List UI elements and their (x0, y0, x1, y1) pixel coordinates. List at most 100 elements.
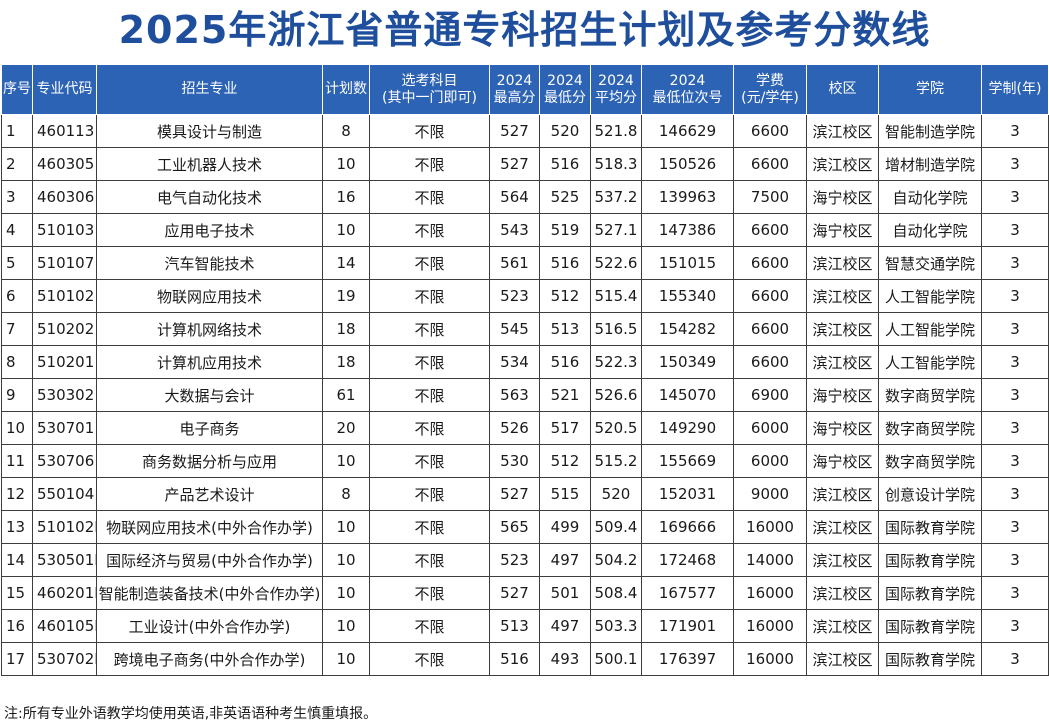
cell-major: 国际经济与贸易(中外合作办学) (96, 543, 323, 577)
header-major: 招生专业 (96, 64, 323, 115)
cell-campus: 滨江校区 (806, 312, 879, 346)
cell-seq: 9 (1, 378, 33, 412)
cell-seq: 4 (1, 213, 33, 247)
cell-seq: 5 (1, 246, 33, 280)
cell-college: 国际教育学院 (878, 576, 982, 610)
table-row: 1 460113 模具设计与制造 8 不限 527 520 521.8 146629 6600 滨江… (1, 114, 1049, 148)
cell-major-code: 550104 (32, 477, 97, 511)
cell-duration: 3 (981, 543, 1049, 577)
cell-duration: 3 (981, 312, 1049, 346)
table-row: 13510102H物联网应用技术(中外合作办学)10不限565499509.41… (1, 510, 1049, 544)
cell-duration: 3 (981, 411, 1049, 445)
cell-major: 商务数据分析与应用 (96, 444, 323, 478)
cell-college: 智能制造学院 (878, 114, 982, 148)
cell-min-rank: 145070 (641, 378, 734, 412)
cell-min-score: 497 (539, 609, 591, 643)
header-text: 最低分 (544, 89, 586, 106)
cell-campus: 滨江校区 (806, 609, 879, 643)
cell-min-rank: 149290 (641, 411, 734, 445)
cell-min-score: 525 (539, 180, 591, 214)
table-row: 17530702H跨境电子商务(中外合作办学)10不限516493500.117… (1, 642, 1049, 676)
cell-plan-count: 8 (322, 477, 370, 511)
cell-min-score: 515 (539, 477, 591, 511)
cell-major: 跨境电子商务(中外合作办学) (96, 642, 323, 676)
cell-max-score: 526 (489, 411, 540, 445)
cell-tuition: 6600 (733, 114, 807, 148)
cell-plan-count: 10 (322, 213, 370, 247)
cell-duration: 3 (981, 378, 1049, 412)
page-title: 2025年浙江省普通专科招生计划及参考分数线 (118, 8, 931, 52)
header-text: 选考科目 (401, 72, 458, 89)
cell-plan-count: 8 (322, 114, 370, 148)
cell-avg-score: 520 (590, 477, 642, 511)
cell-college: 数字商贸学院 (878, 444, 982, 478)
cell-subject-req: 不限 (369, 312, 490, 346)
cell-tuition: 16000 (733, 510, 807, 544)
cell-subject-req: 不限 (369, 609, 490, 643)
cell-min-score: 512 (539, 279, 591, 313)
cell-seq: 13 (1, 510, 33, 544)
cell-min-rank: 150526 (641, 147, 734, 181)
cell-campus: 滨江校区 (806, 114, 879, 148)
cell-subject-req: 不限 (369, 114, 490, 148)
cell-major: 大数据与会计 (96, 378, 323, 412)
table-row: 3 460306 电气自动化技术 16 不限 564 525 537.2 139963 7500 海… (1, 180, 1049, 214)
cell-major-code: 460201H (32, 576, 97, 610)
cell-min-score: 513 (539, 312, 591, 346)
header-text: (其中一门即可) (382, 89, 477, 106)
table-row: 7 510202 计算机网络技术 18 不限 545 513 516.5 154282 6600 滨… (1, 312, 1049, 346)
header-text: 学制(年) (988, 81, 1042, 97)
header-max-score: 2024 最高分 (489, 64, 540, 115)
cell-subject-req: 不限 (369, 477, 490, 511)
cell-major-code: 530501H (32, 543, 97, 577)
header-duration: 学制(年) (981, 64, 1049, 115)
table-row: 15460201H智能制造装备技术(中外合作办学)10不限527501508.4… (1, 576, 1049, 610)
cell-tuition: 6600 (733, 312, 807, 346)
cell-min-score: 519 (539, 213, 591, 247)
cell-seq: 11 (1, 444, 33, 478)
cell-min-score: 521 (539, 378, 591, 412)
header-major-code: 专业代码 (32, 64, 97, 115)
header-subject-req: 选考科目 (其中一门即可) (369, 64, 490, 115)
cell-min-rank: 169666 (641, 510, 734, 544)
cell-max-score: 527 (489, 576, 540, 610)
cell-avg-score: 504.2 (590, 543, 642, 577)
header-seq: 序号 (1, 64, 33, 115)
cell-major-code: 510107 (32, 246, 97, 280)
cell-plan-count: 10 (322, 609, 370, 643)
table-row: 12 550104 产品艺术设计 8 不限 527 515 520 152031 9000 滨江校区… (1, 477, 1049, 511)
cell-subject-req: 不限 (369, 246, 490, 280)
table-row: 14530501H国际经济与贸易(中外合作办学)10不限523497504.21… (1, 543, 1049, 577)
cell-max-score: 561 (489, 246, 540, 280)
cell-tuition: 6600 (733, 279, 807, 313)
cell-tuition: 6000 (733, 411, 807, 445)
cell-campus: 滨江校区 (806, 345, 879, 379)
cell-plan-count: 19 (322, 279, 370, 313)
table-row: 4 510103 应用电子技术 10 不限 543 519 527.1 147386 6600 海宁… (1, 213, 1049, 247)
cell-max-score: 527 (489, 147, 540, 181)
header-college: 学院 (878, 64, 982, 115)
cell-min-rank: 139963 (641, 180, 734, 214)
cell-plan-count: 10 (322, 543, 370, 577)
table-body: 1 460113 模具设计与制造 8 不限 527 520 521.8 146629 6600 滨江… (1, 114, 1049, 676)
header-text: 专业代码 (36, 81, 93, 97)
cell-major-code: 530706 (32, 444, 97, 478)
header-text: 2024 (496, 72, 533, 89)
cell-college: 自动化学院 (878, 180, 982, 214)
cell-duration: 3 (981, 510, 1049, 544)
cell-duration: 3 (981, 246, 1049, 280)
cell-max-score: 523 (489, 543, 540, 577)
cell-major-code: 530302 (32, 378, 97, 412)
cell-plan-count: 14 (322, 246, 370, 280)
cell-min-score: 516 (539, 147, 591, 181)
cell-seq: 8 (1, 345, 33, 379)
cell-min-rank: 171901 (641, 609, 734, 643)
cell-seq: 2 (1, 147, 33, 181)
cell-major: 电子商务 (96, 411, 323, 445)
cell-college: 智慧交通学院 (878, 246, 982, 280)
cell-tuition: 16000 (733, 642, 807, 676)
cell-campus: 滨江校区 (806, 642, 879, 676)
cell-min-rank: 176397 (641, 642, 734, 676)
cell-campus: 滨江校区 (806, 543, 879, 577)
cell-campus: 滨江校区 (806, 576, 879, 610)
